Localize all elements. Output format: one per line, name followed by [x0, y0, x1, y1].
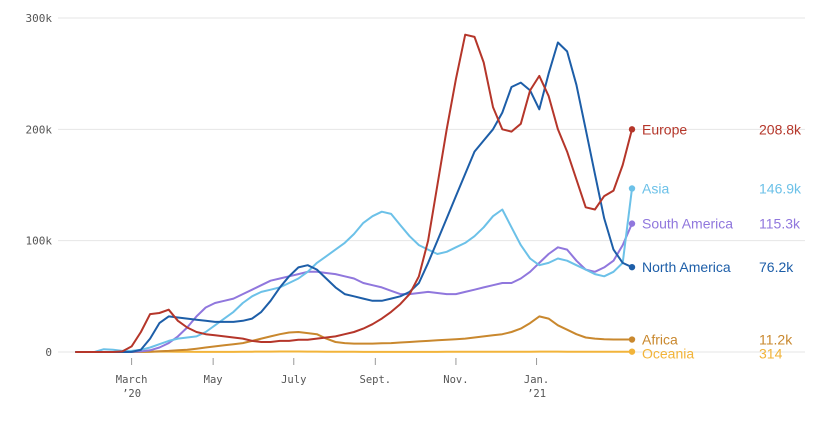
x-tick-label: Sept.	[360, 374, 392, 386]
legend-value-africa: 11.2k	[759, 332, 793, 348]
x-tick-sublabel: ’20	[122, 388, 141, 400]
series-line-africa	[75, 315, 633, 353]
end-dot-asia	[628, 185, 636, 192]
legend-value-north-america: 76.2k	[759, 259, 794, 275]
y-tick-label: 0	[45, 346, 52, 359]
x-tick-label: July	[281, 374, 306, 386]
x-tick-label: Nov.	[443, 374, 468, 386]
end-dot-south-america	[628, 220, 636, 227]
legend-label-europe: Europe	[642, 121, 687, 137]
x-tick-label: May	[204, 374, 223, 386]
end-dot-north-america	[628, 263, 636, 271]
end-dot-oceania	[628, 348, 636, 355]
legend-value-asia: 146.9k	[759, 180, 802, 196]
x-tick-sublabel: ’21	[527, 388, 546, 400]
series-line-europe	[75, 33, 633, 353]
legend: Europe 208.8k Asia 146.9k South America 115.3…	[628, 121, 802, 362]
x-tick-label: March	[116, 374, 148, 386]
y-axis-ticks: 0 100k 200k 300k	[26, 12, 53, 359]
gridlines	[58, 17, 805, 353]
series-line-north-america	[75, 41, 633, 353]
series-line-south-america	[75, 222, 633, 353]
y-tick-label: 300k	[26, 12, 53, 25]
end-dot-africa	[628, 336, 636, 343]
end-dot-europe	[628, 126, 636, 133]
y-tick-label: 100k	[26, 235, 53, 248]
x-tick-label: Jan.	[524, 374, 549, 386]
series-lines	[75, 33, 633, 353]
y-tick-label: 200k	[26, 123, 53, 136]
x-axis-ticks: March ’20 May July Sept. Nov. Jan. ’21	[116, 358, 549, 400]
series-line-asia	[75, 187, 633, 353]
legend-label-south-america: South America	[642, 216, 733, 232]
legend-label-oceania: Oceania	[642, 346, 694, 362]
legend-label-asia: Asia	[642, 180, 669, 196]
legend-label-africa: Africa	[642, 332, 678, 348]
legend-value-oceania: 314	[759, 346, 783, 362]
legend-label-north-america: North America	[642, 259, 731, 275]
legend-value-south-america: 115.3k	[759, 216, 801, 232]
legend-value-europe: 208.8k	[759, 121, 802, 137]
